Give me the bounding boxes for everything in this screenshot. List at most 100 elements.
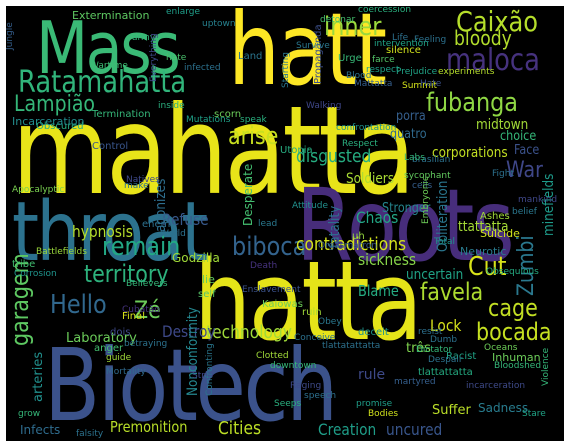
- word: midtown: [476, 117, 529, 133]
- word: ruin: [302, 307, 322, 318]
- word: Control: [92, 141, 129, 152]
- word: Incarceration: [12, 115, 85, 128]
- word: grow: [18, 409, 41, 419]
- word: favela: [420, 278, 484, 306]
- word: três: [406, 341, 431, 356]
- word: Biotech: [44, 327, 338, 441]
- word: Premonition: [110, 418, 188, 436]
- word: biboca: [232, 232, 307, 262]
- word: enemy: [142, 219, 177, 230]
- word: Life: [392, 33, 409, 43]
- word: Suicide: [480, 227, 520, 240]
- word: Chaos: [356, 208, 399, 227]
- word: Obscured: [36, 121, 84, 132]
- word: infected: [184, 63, 221, 73]
- word: arteries: [31, 351, 46, 402]
- word: anger: [94, 343, 124, 354]
- word: Confronting: [205, 343, 215, 396]
- word: remain: [102, 232, 181, 262]
- word: Suffer: [432, 403, 471, 418]
- word: World: [160, 229, 186, 239]
- word: respect: [366, 65, 400, 75]
- word: Nonconformity: [185, 307, 201, 396]
- word: cells: [412, 181, 433, 191]
- word: Blood: [346, 71, 372, 81]
- word: throat: [12, 185, 208, 280]
- word: corporations: [432, 145, 508, 161]
- word: Ratamahatta: [18, 65, 187, 100]
- word: Hello: [50, 290, 107, 320]
- word: uptown: [202, 19, 236, 29]
- word: bocada: [476, 318, 552, 346]
- word: Cities: [218, 418, 262, 439]
- word: porra: [396, 109, 426, 124]
- word: Bloodshed: [494, 361, 542, 371]
- word: Desperate: [241, 163, 255, 226]
- word: uh: [352, 231, 365, 242]
- word: Obey: [318, 317, 342, 327]
- word: Ashes: [480, 211, 510, 222]
- word: Feeling: [414, 35, 447, 45]
- word: cage: [488, 294, 538, 322]
- word: Walking: [306, 101, 342, 111]
- word: promise: [356, 399, 393, 409]
- word: coercession: [358, 6, 412, 15]
- word: tlattattatta: [418, 367, 473, 378]
- word: Dictator: [416, 345, 453, 355]
- word: Battlefields: [36, 247, 87, 257]
- word: mankind: [518, 195, 558, 205]
- word: Violence: [541, 347, 551, 386]
- word: ttattatta: [458, 219, 509, 235]
- word: Everything: [149, 33, 159, 82]
- word: lie: [202, 273, 215, 286]
- word: Respect: [342, 139, 378, 149]
- word: Cut: [468, 252, 507, 282]
- word: uncertain: [406, 267, 464, 283]
- word: Strip: [192, 371, 214, 381]
- word: farce: [372, 55, 395, 65]
- word: lead: [258, 219, 278, 229]
- word: Believers: [126, 279, 168, 289]
- word: belief: [512, 207, 537, 217]
- word: Stare: [522, 409, 546, 419]
- word: Kaiowas: [262, 299, 303, 310]
- word: fubanga: [426, 88, 519, 118]
- word: Final: [122, 311, 146, 322]
- word: Total: [434, 237, 456, 247]
- word: sycophant: [404, 171, 451, 181]
- word: Neurotic: [460, 245, 507, 258]
- word: Racist: [446, 351, 477, 362]
- word: make: [124, 181, 149, 191]
- word: Mattatta: [354, 79, 393, 89]
- word: Despair: [428, 355, 463, 365]
- word: confrontation: [336, 123, 397, 133]
- word: Zé: [134, 296, 161, 324]
- word: betraying: [124, 339, 168, 349]
- word: Bodies: [368, 409, 399, 419]
- word: deceit: [358, 327, 389, 338]
- word: Propaganda: [313, 24, 324, 84]
- word: disgusted: [296, 146, 372, 167]
- word: Orgasmatron: [318, 241, 378, 251]
- word: martyred: [394, 377, 436, 387]
- word: arise: [228, 122, 279, 150]
- word: Fight: [492, 169, 514, 179]
- word: Destroy: [162, 322, 216, 341]
- word: downtown: [270, 361, 317, 371]
- word: Enslavement: [242, 285, 301, 295]
- word: Attitude: [292, 201, 329, 211]
- word: Oceans: [484, 343, 518, 353]
- word: Utopia: [280, 145, 313, 156]
- word: uncured: [386, 420, 443, 439]
- word: guide: [106, 353, 132, 363]
- word: Conceive: [294, 333, 336, 343]
- word: experiments: [438, 67, 495, 77]
- word: Clotted: [256, 351, 289, 361]
- word: Seeps: [274, 399, 302, 409]
- word: Jungle: [6, 22, 15, 50]
- word: Embryonic: [421, 176, 431, 224]
- word: Urge: [338, 53, 362, 64]
- word: Prejudice: [396, 67, 438, 77]
- word: Laboratory: [66, 331, 137, 346]
- word: inside: [158, 101, 185, 111]
